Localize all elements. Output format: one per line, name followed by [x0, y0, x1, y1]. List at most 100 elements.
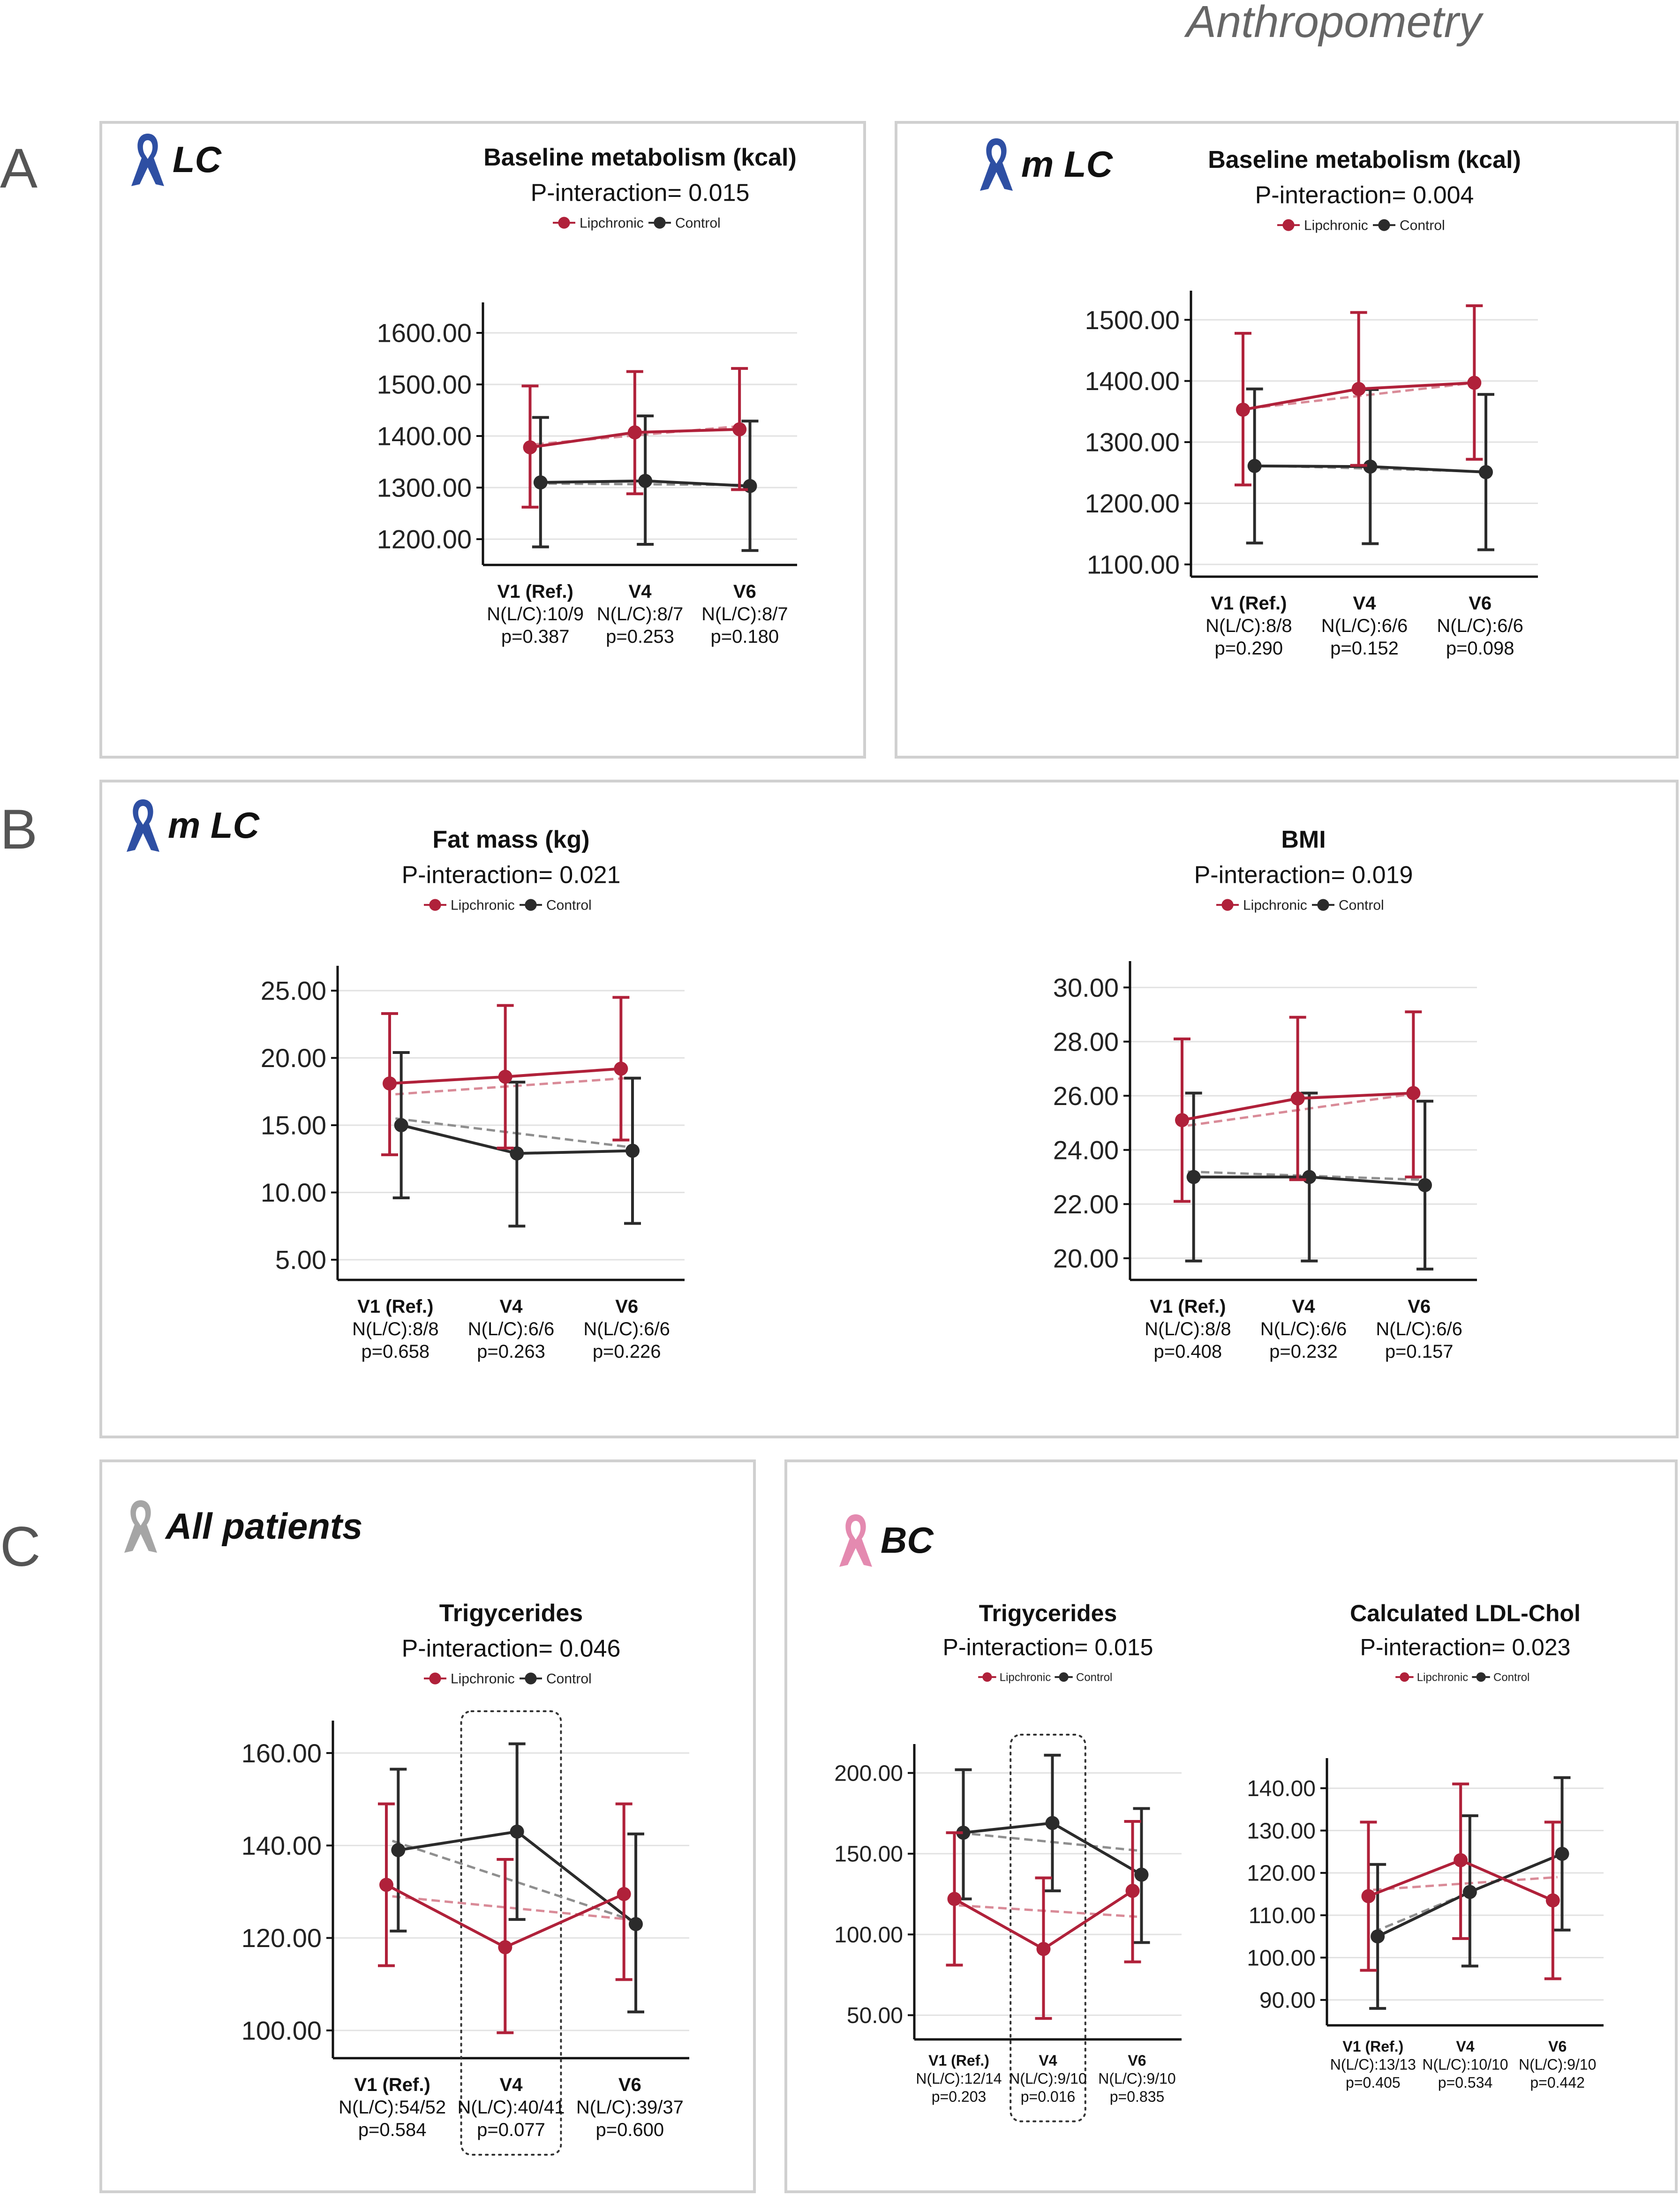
highlight-box: [1010, 1734, 1086, 2122]
data-point-lipchronic: [498, 1069, 512, 1084]
y-tick-label: 30.00: [1053, 973, 1119, 1002]
data-point-control: [1462, 1885, 1477, 1899]
chart-title: Calculated LDL-Chol: [1350, 1600, 1581, 1626]
section-letter-b: B: [0, 798, 38, 861]
x-p-label: p=0.584: [358, 2120, 427, 2140]
x-n-label: N(L/C):8/7: [701, 604, 788, 624]
highlight-box: [460, 1710, 562, 2156]
x-category-label: V6: [733, 581, 756, 602]
x-category-label: V4: [500, 2075, 523, 2095]
legend-marker-lipchronic: [558, 217, 570, 229]
y-tick-label: 140.00: [241, 1831, 322, 1860]
data-point-control: [394, 1118, 408, 1132]
chart-baseline-metabolism-lc: Baseline metabolism (kcal) P-interaction=…: [377, 144, 797, 647]
x-category-label: V6: [615, 1296, 638, 1317]
y-tick-label: 120.00: [1247, 1861, 1316, 1886]
data-point-lipchronic: [1351, 382, 1366, 396]
legend-label-control: Control: [1339, 898, 1384, 913]
chart-subtitle: P-interaction= 0.023: [1360, 1634, 1571, 1661]
cohort-name: LC: [173, 138, 221, 180]
y-tick-label: 1500.00: [377, 370, 472, 399]
data-point-control: [1479, 465, 1493, 479]
blue-ribbon-icon: [131, 134, 164, 186]
data-point-control: [1045, 1816, 1060, 1830]
chart-triglycerides-bc: Trigycerides P-interaction= 0.015 Lipchron…: [834, 1600, 1182, 2122]
chart-ldl-chol: Calculated LDL-Chol P-interaction= 0.023 L…: [1247, 1600, 1604, 2091]
data-point-lipchronic: [1290, 1091, 1305, 1106]
chart-bmi: BMI P-interaction= 0.019 Lipchronic Control…: [1053, 826, 1477, 1362]
legend-label-lipchronic: Lipchronic: [1304, 218, 1368, 233]
x-category-label: V6: [1408, 1296, 1431, 1317]
x-category-label: V6: [1128, 2052, 1146, 2069]
legend-label-lipchronic: Lipchronic: [451, 1671, 515, 1687]
y-tick-label: 25.00: [261, 976, 326, 1006]
x-n-label: N(L/C):6/6: [1321, 616, 1408, 636]
x-category-label: V1 (Ref.): [497, 581, 573, 602]
y-tick-label: 100.00: [1247, 1946, 1316, 1970]
x-n-label: N(L/C):8/8: [1145, 1319, 1231, 1339]
data-point-lipchronic: [383, 1076, 397, 1091]
y-tick-label: 15.00: [261, 1111, 326, 1140]
trend-line-control: [958, 1831, 1138, 1852]
chart-subtitle: P-interaction= 0.019: [1194, 861, 1413, 888]
x-category-label: V1 (Ref.): [1342, 2038, 1403, 2055]
trend-line-lipchronic: [392, 1895, 630, 1921]
y-tick-label: 1200.00: [377, 525, 472, 554]
x-p-label: p=0.408: [1153, 1341, 1222, 1362]
x-n-label: N(L/C):54/52: [339, 2097, 446, 2118]
blue-ribbon-icon: [980, 138, 1013, 191]
legend-marker-lipchronic: [982, 1672, 992, 1682]
data-point-lipchronic: [1545, 1893, 1560, 1908]
x-p-label: p=0.152: [1330, 638, 1399, 659]
legend-marker-control: [1317, 899, 1329, 911]
cohort-label-all: All patients: [120, 1496, 362, 1557]
legend-label-lipchronic: Lipchronic: [580, 216, 644, 231]
y-tick-label: 90.00: [1259, 1988, 1316, 2013]
data-point-control: [1247, 459, 1262, 473]
legend-label-lipchronic: Lipchronic: [1243, 898, 1307, 913]
legend-label-control: Control: [1400, 218, 1445, 233]
x-p-label: p=0.658: [361, 1341, 429, 1362]
x-category-label: V1 (Ref.): [1211, 593, 1287, 614]
data-point-control: [510, 1824, 524, 1839]
y-tick-label: 1500.00: [1085, 305, 1180, 335]
x-p-label: p=0.016: [1021, 2088, 1076, 2105]
x-category-label: V6: [1469, 593, 1492, 614]
data-point-lipchronic: [732, 422, 747, 436]
legend-label-lipchronic: Lipchronic: [1000, 1671, 1051, 1684]
y-tick-label: 1600.00: [377, 318, 472, 348]
x-n-label: N(L/C):9/10: [1098, 2070, 1175, 2087]
data-point-control: [1363, 459, 1378, 474]
x-n-label: N(L/C):9/10: [1519, 2056, 1596, 2073]
x-category-label: V1 (Ref.): [354, 2075, 430, 2095]
x-p-label: p=0.232: [1269, 1341, 1338, 1362]
x-n-label: N(L/C):6/6: [1260, 1319, 1347, 1339]
y-tick-label: 26.00: [1053, 1081, 1119, 1111]
figure-header: Anthropometry: [1186, 0, 1482, 47]
x-p-label: p=0.290: [1214, 638, 1283, 659]
y-tick-label: 140.00: [1247, 1776, 1316, 1801]
x-category-label: V1 (Ref.): [357, 1296, 433, 1317]
data-point-control: [956, 1826, 971, 1840]
y-tick-label: 110.00: [1249, 1903, 1316, 1928]
x-category-label: V6: [1548, 2038, 1567, 2055]
trend-line-control: [392, 1840, 631, 1921]
legend-label-control: Control: [546, 898, 592, 913]
cohort-label-lc: LC: [127, 129, 221, 190]
data-point-lipchronic: [1467, 376, 1482, 390]
data-point-control: [1186, 1170, 1201, 1184]
legend-marker-control: [1476, 1672, 1486, 1682]
data-point-control: [533, 475, 548, 489]
y-tick-label: 10.00: [261, 1178, 326, 1207]
legend-marker-lipchronic: [429, 899, 441, 911]
y-tick-label: 20.00: [261, 1043, 326, 1073]
y-tick-label: 100.00: [241, 2016, 322, 2045]
x-n-label: N(L/C):6/6: [468, 1319, 555, 1339]
x-p-label: p=0.077: [477, 2120, 545, 2140]
blue-ribbon-icon: [127, 799, 159, 852]
panel-b-mlc: [99, 780, 1679, 1438]
x-p-label: p=0.203: [932, 2088, 987, 2105]
x-p-label: p=0.226: [593, 1341, 661, 1362]
chart-baseline-metabolism-mlc: Baseline metabolism (kcal) P-interaction=…: [1085, 146, 1538, 659]
chart-subtitle: P-interaction= 0.015: [531, 179, 750, 206]
